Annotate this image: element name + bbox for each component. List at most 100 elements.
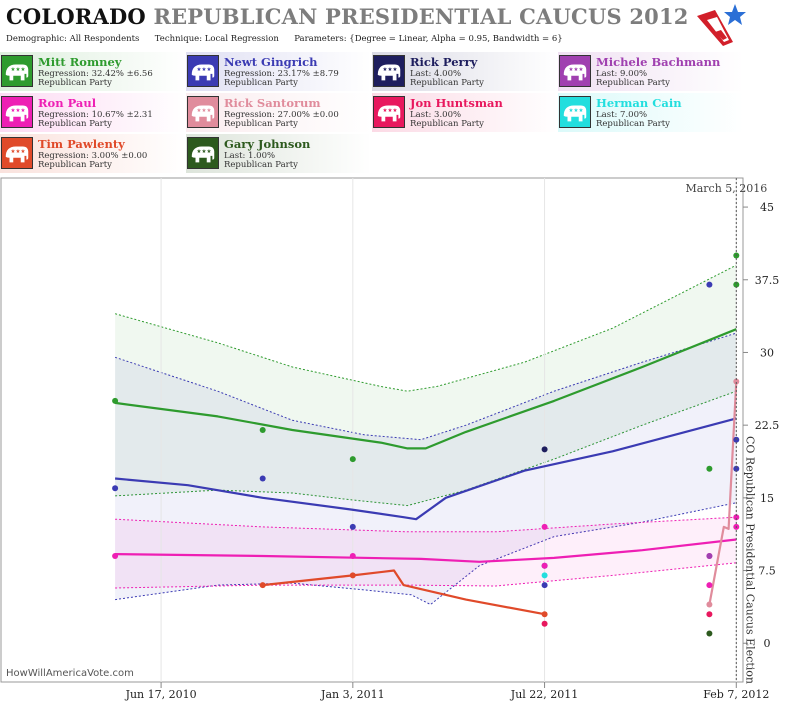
legend-item-jon-huntsman[interactable]: ★★★ Jon Huntsman Last: 3.00% Republican Par… xyxy=(372,93,558,132)
y-tick-label: 37.5 xyxy=(755,274,780,287)
trend-line-mitt-romney xyxy=(114,328,737,450)
legend-party: Republican Party xyxy=(38,160,112,170)
point-newt-gingrich[interactable] xyxy=(541,582,548,589)
svg-text:★★★: ★★★ xyxy=(196,66,211,73)
trend-line-tim-pawlenty xyxy=(262,569,545,616)
legend-name: Rick Perry xyxy=(410,55,478,69)
legend-name: Tim Pawlenty xyxy=(38,137,125,151)
point-mitt-romney[interactable] xyxy=(706,465,713,472)
legend-item-michele-bachmann[interactable]: ★★★ Michele Bachmann Last: 9.00% Republican… xyxy=(558,52,744,91)
svg-text:★★★: ★★★ xyxy=(196,107,211,114)
legend-item-ron-paul[interactable]: ★★★ Ron Paul Regression: 10.67% ±2.31 Repub… xyxy=(0,93,186,132)
legend-party: Republican Party xyxy=(224,119,298,129)
point-rick-santorum[interactable] xyxy=(706,601,713,608)
x-tick-label: Feb 7, 2012 xyxy=(703,688,769,701)
band-lower-mitt-romney xyxy=(115,390,737,507)
x-tick-label: Jun 17, 2010 xyxy=(125,688,197,701)
point-ron-paul[interactable] xyxy=(112,553,119,559)
elephant-icon: ★★★ xyxy=(1,96,33,128)
trend-line-newt-gingrich xyxy=(114,417,737,521)
current-date-label: March 5, 2016 xyxy=(685,182,767,195)
elephant-icon: ★★★ xyxy=(559,55,591,87)
watermark: HowWillAmericaVote.com xyxy=(6,668,134,679)
legend-party: Republican Party xyxy=(410,78,484,88)
legend-stat: Regression: 3.00% ±0.00 xyxy=(38,151,148,161)
point-tim-pawlenty[interactable] xyxy=(541,611,548,618)
y-tick-label: 7.5 xyxy=(758,565,776,578)
param-parameters-value: {Degree = Linear, Alpha = 0.95, Bandwidt… xyxy=(349,34,563,44)
point-mitt-romney[interactable] xyxy=(733,281,740,288)
svg-text:★★★: ★★★ xyxy=(10,66,25,73)
y-tick-label: 30 xyxy=(760,346,774,359)
point-newt-gingrich[interactable] xyxy=(112,485,119,492)
legend-stat: Regression: 32.42% ±6.56 xyxy=(38,69,153,79)
elephant-icon: ★★★ xyxy=(1,137,33,169)
legend-name: Newt Gingrich xyxy=(224,55,318,69)
svg-text:★★★: ★★★ xyxy=(568,66,583,73)
legend-party: Republican Party xyxy=(38,78,112,88)
point-ron-paul[interactable] xyxy=(733,514,740,521)
point-newt-gingrich[interactable] xyxy=(349,523,356,530)
band-lower-ron-paul xyxy=(115,562,737,589)
y-tick-label: 22.5 xyxy=(755,419,780,432)
point-mitt-romney[interactable] xyxy=(349,456,356,463)
candidate-legend: ★★★ Mitt Romney Regression: 32.42% ±6.56 Re… xyxy=(0,52,789,176)
legend-stat: Regression: 27.00% ±0.00 xyxy=(224,110,339,120)
legend-stat: Regression: 23.17% ±8.79 xyxy=(224,69,339,79)
point-jon-huntsman[interactable] xyxy=(541,620,548,627)
legend-party: Republican Party xyxy=(38,119,112,129)
legend-item-rick-santorum[interactable]: ★★★ Rick Santorum Regression: 27.00% ±0.00… xyxy=(186,93,372,132)
band-newt-gingrich xyxy=(115,333,737,605)
point-michele-bachmann[interactable] xyxy=(706,553,713,559)
param-technique-label: Technique: xyxy=(154,34,203,44)
point-tim-pawlenty[interactable] xyxy=(259,582,266,589)
elephant-icon: ★★★ xyxy=(1,55,33,87)
legend-name: Jon Huntsman xyxy=(410,96,503,110)
band-ron-paul xyxy=(115,517,737,588)
legend-stat: Regression: 10.67% ±2.31 xyxy=(38,110,153,120)
param-parameters-label: Parameters: xyxy=(294,34,347,44)
point-mitt-romney[interactable] xyxy=(112,397,119,404)
elephant-icon: ★★★ xyxy=(187,137,219,169)
event-label: CO Republican Presidential Caucus Electi… xyxy=(743,436,756,684)
point-rick-santorum[interactable] xyxy=(733,378,740,385)
legend-name: Ron Paul xyxy=(38,96,97,110)
legend-party: Republican Party xyxy=(224,78,298,88)
point-gary-johnson[interactable] xyxy=(706,630,713,637)
legend-stat: Last: 3.00% xyxy=(410,110,462,120)
point-tim-pawlenty[interactable] xyxy=(349,572,356,579)
legend-item-newt-gingrich[interactable]: ★★★ Newt Gingrich Regression: 23.17% ±8.79… xyxy=(186,52,372,91)
legend-item-rick-perry[interactable]: ★★★ Rick Perry Last: 4.00% Republican Party xyxy=(372,52,558,91)
point-jon-huntsman[interactable] xyxy=(706,611,713,618)
svg-text:★★★: ★★★ xyxy=(10,148,25,155)
point-newt-gingrich[interactable] xyxy=(733,465,740,472)
legend-stat: Last: 1.00% xyxy=(224,151,276,161)
point-mitt-romney[interactable] xyxy=(259,427,266,433)
elephant-icon: ★★★ xyxy=(373,96,405,128)
point-ron-paul[interactable] xyxy=(541,523,548,530)
legend-party: Republican Party xyxy=(596,78,670,88)
y-tick-label: 45 xyxy=(760,201,774,214)
legend-item-gary-johnson[interactable]: ★★★ Gary Johnson Last: 1.00% Republican Par… xyxy=(186,134,372,173)
point-ron-paul[interactable] xyxy=(706,582,713,589)
legend-name: Michele Bachmann xyxy=(596,55,721,69)
legend-item-tim-pawlenty[interactable]: ★★★ Tim Pawlenty Regression: 3.00% ±0.00 Re… xyxy=(0,134,186,173)
y-tick-label: 0 xyxy=(764,637,771,650)
point-ron-paul[interactable] xyxy=(541,562,548,569)
x-tick-label: Jan 3, 2011 xyxy=(320,688,385,701)
point-ron-paul[interactable] xyxy=(349,553,356,559)
legend-stat: Last: 7.00% xyxy=(596,110,648,120)
band-lower-newt-gingrich xyxy=(115,502,737,606)
trend-line-ron-paul xyxy=(115,538,737,563)
svg-text:★★★: ★★★ xyxy=(568,107,583,114)
legend-stat: Last: 4.00% xyxy=(410,69,462,79)
legend-item-mitt-romney[interactable]: ★★★ Mitt Romney Regression: 32.42% ±6.56 Re… xyxy=(0,52,186,91)
point-rick-perry[interactable] xyxy=(541,446,548,453)
point-newt-gingrich[interactable] xyxy=(259,475,266,482)
point-newt-gingrich[interactable] xyxy=(706,281,713,288)
point-herman-cain[interactable] xyxy=(541,572,548,579)
legend-party: Republican Party xyxy=(224,160,298,170)
param-technique-value: Local Regression xyxy=(204,34,279,44)
legend-item-herman-cain[interactable]: ★★★ Herman Cain Last: 7.00% Republican Part… xyxy=(558,93,744,132)
